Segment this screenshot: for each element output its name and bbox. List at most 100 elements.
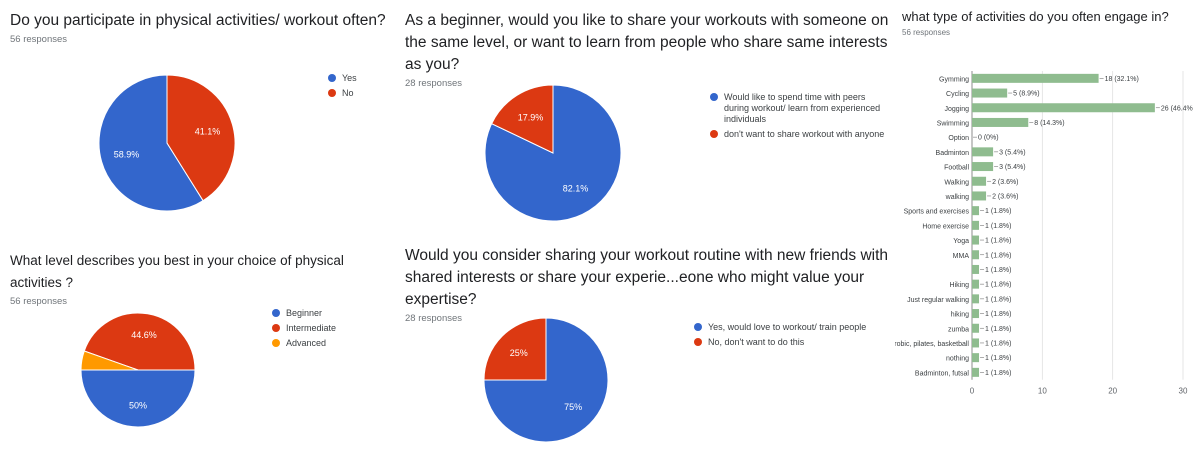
legend-label: Advanced (286, 338, 327, 348)
pie-slice-2 (83, 312, 196, 371)
bar (972, 235, 980, 245)
category-label: Sports and exercises (904, 209, 970, 216)
legend-label: Would like to spend time with peers duri… (724, 92, 881, 124)
legend-item: Beginner (272, 308, 362, 319)
pie-slice-2 (166, 74, 236, 202)
legend-swatch (272, 324, 280, 332)
legend-item: No (328, 88, 398, 99)
chart-title: what type of activities do you often eng… (902, 9, 1169, 24)
value-label: 1 (1.8%) (985, 340, 1011, 347)
value-label: 1 (1.8%) (985, 267, 1011, 274)
value-label: 8 (14.3%) (1034, 120, 1064, 127)
slice-label: 44.6% (131, 330, 157, 340)
pie-slice-1 (98, 74, 204, 212)
bar (972, 147, 994, 157)
x-tick-label: 10 (1038, 387, 1047, 395)
category-label: Yoga (953, 238, 969, 245)
category-label: Home exercise (922, 223, 969, 230)
value-label: 2 (3.6%) (992, 179, 1018, 186)
chart-panel-sharing-beginner: As a beginner, would you like to share y… (405, 10, 890, 235)
pie-chart-participation: 58.9% 41.1% (98, 74, 236, 212)
pie-slice-2 (490, 84, 554, 154)
value-label: 1 (1.8%) (985, 282, 1011, 289)
response-count: 56 responses (902, 28, 951, 37)
pie-slice-2 (483, 317, 547, 381)
category-label: walking (945, 194, 969, 201)
legend-item: Yes (328, 73, 398, 84)
legend-swatch (272, 309, 280, 317)
response-count: 28 responses (405, 313, 463, 324)
chart-title: As a beginner, would you like to share y… (405, 12, 889, 73)
value-label: 3 (5.4%) (999, 164, 1025, 171)
legend-swatch (328, 89, 336, 97)
legend-item: don't want to share workout with anyone (710, 129, 890, 140)
bar (972, 117, 1029, 127)
chart-panel-sharing-routine: Would you consider sharing your workout … (405, 245, 890, 455)
bar (972, 294, 980, 304)
value-label: 1 (1.8%) (985, 370, 1011, 377)
value-label: 26 (46.4%) (1161, 105, 1193, 112)
bar (972, 191, 987, 201)
chart-panel-activities: what type of activities do you often eng… (902, 8, 1192, 48)
legend-swatch (272, 339, 280, 347)
category-label: Badminton (936, 150, 970, 157)
category-label: MMA (953, 253, 970, 260)
legend-swatch (694, 338, 702, 346)
category-label: Hiking (950, 282, 970, 289)
legend-swatch (694, 323, 702, 331)
x-tick-label: 30 (1179, 387, 1188, 395)
legend-swatch (710, 93, 718, 101)
bar (972, 338, 980, 348)
value-label: 0 (0%) (978, 135, 999, 142)
legend-item: No, don't want to do this (694, 337, 884, 348)
bar (972, 88, 1008, 98)
value-label: 18 (32.1%) (1105, 76, 1139, 83)
slice-label: 58.9% (114, 150, 140, 160)
value-label: 1 (1.8%) (985, 252, 1011, 259)
bar (972, 323, 980, 333)
value-label: 1 (1.8%) (985, 208, 1011, 215)
category-label: Football (944, 165, 969, 172)
legend-label: don't want to share workout with anyone (724, 129, 885, 139)
value-label: 1 (1.8%) (985, 311, 1011, 318)
legend-item: Would like to spend time with peers duri… (710, 92, 890, 125)
category-label: Walking (944, 179, 969, 186)
category-label: Aerobic, pilates, basketball (895, 341, 969, 348)
bar (972, 176, 987, 186)
legend-label: Beginner (286, 308, 323, 318)
category-label: Option (948, 135, 969, 142)
bar (972, 206, 980, 216)
legend-sharing-routine: Yes, would love to workout/ train people… (694, 322, 884, 352)
value-label: 1 (1.8%) (985, 326, 1011, 333)
legend-label: Intermediate (286, 323, 337, 333)
bar (972, 103, 1155, 113)
category-label: nothing (946, 356, 969, 363)
bar (972, 279, 980, 289)
legend-sharing-beginner: Would like to spend time with peers duri… (710, 92, 890, 144)
bar (972, 264, 980, 274)
value-label: 1 (1.8%) (985, 296, 1011, 303)
category-label: Swimming (937, 120, 969, 127)
pie-slice-3 (80, 350, 139, 371)
bar-chart-activities: 0 10 20 30 Gymming 18 (32.1%) Cycling 5 (8.9%) J… (895, 71, 1193, 395)
response-count: 28 responses (405, 78, 463, 89)
chart-title: Would you consider sharing your workout … (405, 247, 889, 308)
category-label: Badminton, futsal (915, 370, 970, 377)
x-tick-label: 20 (1108, 387, 1117, 395)
value-label: 5 (8.9%) (1013, 91, 1039, 98)
response-count: 56 responses (10, 296, 68, 307)
chart-panel-level: What level describes you best in your ch… (10, 250, 395, 455)
pie-chart-sharing-beginner: 82.1% 17.9% (484, 84, 622, 222)
legend-label: No, don't want to do this (708, 337, 805, 347)
chart-title: What level describes you best in your ch… (10, 253, 344, 290)
chart-title: Do you participate in physical activitie… (10, 12, 386, 29)
response-count: 56 responses (10, 34, 68, 45)
category-label: zumba (948, 326, 969, 333)
category-label: Cycling (946, 91, 969, 98)
slice-label: 25% (510, 348, 528, 358)
legend-item: Yes, would love to workout/ train people (694, 322, 884, 333)
legend-label: Yes (342, 73, 357, 83)
bar (972, 73, 1099, 83)
slice-label: 17.9% (518, 112, 544, 122)
value-label: 1 (1.8%) (985, 238, 1011, 245)
